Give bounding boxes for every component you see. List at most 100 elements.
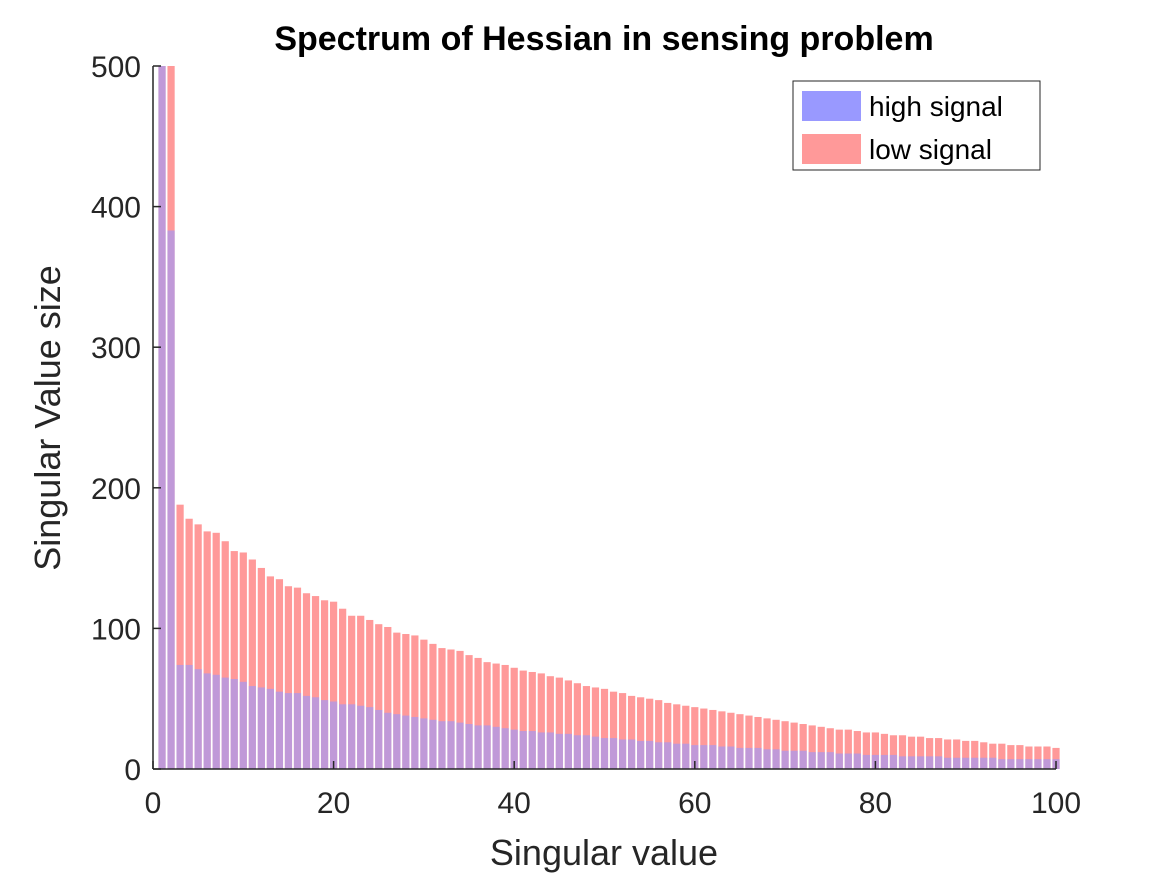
high-signal-bar-36 — [474, 725, 482, 769]
legend-swatch-low-signal — [802, 134, 861, 164]
high-signal-bar-12 — [257, 687, 265, 769]
high-signal-bar-68 — [763, 749, 771, 769]
high-signal-bar-18 — [311, 697, 320, 769]
low-signal-bar-53 — [627, 695, 636, 769]
y-axis-ticks: 0 100 200 300 400 500 — [91, 51, 161, 787]
low-signal-bar-95 — [1007, 745, 1015, 769]
low-signal-bar-20 — [329, 601, 338, 769]
low-signal-bar-87 — [935, 738, 943, 769]
high-signal-bar-7 — [212, 674, 220, 769]
high-signal-bar-60 — [691, 745, 699, 769]
low-signal-bar-98 — [1034, 746, 1042, 769]
high-signal-bar-13 — [266, 688, 274, 769]
low-signal-bar-93 — [989, 743, 997, 769]
high-signal-bar-52 — [618, 739, 627, 769]
high-signal-bar-63 — [718, 746, 726, 769]
high-signal-bar-31 — [429, 719, 437, 769]
high-signal-bar-64 — [727, 746, 735, 769]
low-signal-bar-79 — [862, 732, 870, 769]
low-signal-bar-51 — [609, 691, 618, 769]
low-signal-bar-15 — [284, 586, 293, 769]
low-signal-bar-71 — [790, 722, 798, 769]
low-signal-bar-47 — [573, 683, 582, 769]
y-tick-label-500: 500 — [91, 51, 141, 84]
low-signal-bar-11 — [248, 559, 256, 769]
high-signal-bar-48 — [582, 735, 591, 769]
low-signal-bar-67 — [754, 716, 762, 769]
low-signal-bar-84 — [907, 736, 916, 769]
low-signal-bar-23 — [357, 615, 365, 769]
low-signal-bar-54 — [637, 697, 645, 769]
low-signal-bar-25 — [375, 624, 383, 769]
low-signal-bar-88 — [944, 739, 952, 769]
low-signal-bar-97 — [1025, 746, 1033, 769]
high-signal-bar-84 — [907, 756, 916, 769]
high-signal-bar-82 — [889, 754, 898, 769]
high-signal-bar-73 — [808, 752, 816, 769]
low-signal-bar-74 — [817, 726, 825, 769]
high-signal-bar-6 — [203, 673, 211, 769]
low-signal-bar-13 — [266, 576, 274, 769]
low-signal-bar-69 — [772, 719, 780, 769]
high-signal-bar-20 — [329, 701, 338, 769]
high-signal-bar-81 — [880, 754, 889, 769]
high-signal-bar-44 — [546, 732, 554, 769]
low-signal-bar-55 — [646, 698, 654, 769]
high-signal-bar-37 — [483, 725, 491, 769]
low-signal-bar-26 — [384, 626, 392, 769]
high-signal-bar-88 — [944, 757, 952, 769]
high-signal-bar-24 — [366, 707, 374, 769]
legend-swatch-high-signal — [802, 91, 861, 121]
high-signal-bar-4 — [185, 664, 193, 769]
high-signal-bar-10 — [239, 681, 247, 769]
x-axis-label: Singular value — [490, 832, 718, 873]
low-signal-bar-42 — [528, 671, 536, 769]
high-signal-bar-53 — [627, 739, 636, 769]
high-signal-bar-49 — [591, 736, 600, 769]
high-signal-bar-86 — [925, 756, 934, 769]
low-signal-bar-10 — [239, 552, 247, 769]
low-signal-bar-22 — [348, 615, 356, 769]
low-signal-bar-63 — [718, 711, 726, 769]
high-signal-bar-79 — [862, 754, 870, 769]
low-signal-bar-28 — [402, 634, 410, 769]
low-signal-bar-4 — [185, 518, 193, 769]
high-signal-bar-75 — [826, 752, 834, 769]
low-signal-bar-3 — [176, 504, 184, 769]
high-signal-bar-11 — [248, 686, 256, 769]
low-signal-bar-29 — [411, 635, 419, 769]
low-signal-bar-18 — [311, 596, 320, 769]
high-signal-bar-2 — [167, 230, 175, 769]
high-signal-bar-74 — [817, 752, 825, 769]
high-signal-bar-3 — [176, 664, 184, 769]
chart-title: Spectrum of Hessian in sensing problem — [274, 20, 933, 58]
high-signal-bar-57 — [664, 742, 672, 769]
high-signal-bar-17 — [302, 695, 311, 769]
low-signal-bar-5 — [194, 524, 202, 769]
low-signal-bar-64 — [727, 712, 735, 769]
low-signal-bar-16 — [293, 587, 302, 769]
high-signal-bar-51 — [609, 738, 618, 769]
high-signal-bar-25 — [375, 709, 383, 769]
high-signal-bar-87 — [935, 756, 943, 769]
high-signal-bar-42 — [528, 731, 536, 769]
low-signal-bar-89 — [953, 739, 961, 769]
high-signal-bar-50 — [600, 738, 609, 769]
low-signal-bar-83 — [898, 735, 907, 769]
low-signal-bar-8 — [221, 541, 229, 769]
x-tick-label-60: 60 — [678, 787, 711, 820]
high-signal-bar-47 — [573, 735, 582, 769]
low-signal-bar-48 — [582, 686, 591, 769]
low-signal-bar-85 — [916, 736, 925, 769]
high-signal-bar-43 — [537, 732, 545, 769]
high-signal-bar-30 — [420, 718, 428, 769]
low-signal-bar-70 — [781, 721, 789, 769]
low-signal-bar-9 — [230, 551, 238, 769]
low-signal-bar-92 — [980, 742, 988, 769]
high-signal-bar-83 — [898, 756, 907, 769]
x-tick-label-100: 100 — [1031, 787, 1081, 820]
high-signal-bar-35 — [465, 724, 473, 769]
low-signal-bar-49 — [591, 687, 600, 769]
y-tick-label-200: 200 — [91, 473, 141, 506]
high-signal-bar-59 — [682, 743, 690, 769]
